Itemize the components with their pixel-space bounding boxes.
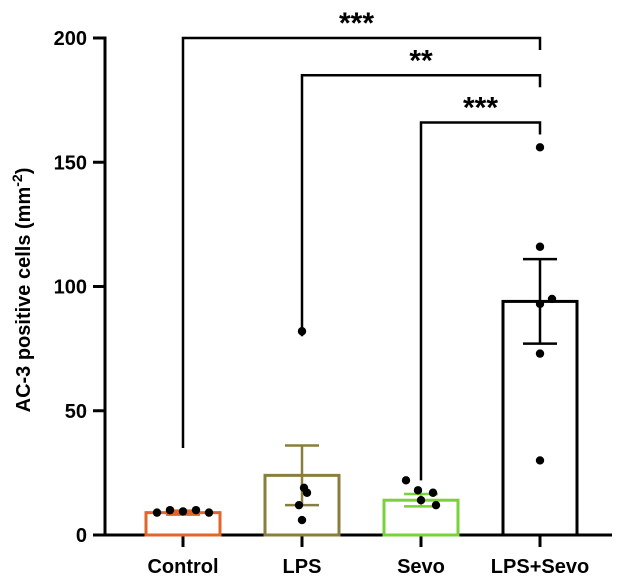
- x-tick-label: Sevo: [397, 556, 445, 578]
- data-point: [547, 294, 557, 304]
- data-point: [152, 508, 162, 517]
- bars-layer: [144, 299, 579, 537]
- data-points-layer: [152, 143, 557, 525]
- data-point: [535, 299, 545, 309]
- data-point: [535, 143, 545, 152]
- x-tick-label: Control: [147, 556, 218, 578]
- data-point: [401, 476, 411, 485]
- data-point: [413, 486, 423, 495]
- bar: [501, 299, 579, 537]
- y-tick-label: 200: [54, 28, 87, 50]
- data-point: [535, 242, 545, 251]
- y-tick-label: 0: [76, 525, 87, 547]
- data-point: [302, 488, 312, 497]
- y-axis-title-main: AC-3 positive cells (mm: [13, 187, 35, 413]
- data-point: [294, 500, 304, 510]
- data-point: [191, 505, 201, 515]
- data-point: [178, 507, 188, 516]
- y-tick-label: 100: [54, 277, 87, 299]
- y-axis-title-close: ): [13, 168, 35, 175]
- data-point: [431, 500, 441, 510]
- error-bars-layer: [166, 257, 557, 516]
- significance-bracket: [181, 36, 542, 449]
- data-point: [428, 488, 438, 497]
- data-point: [535, 456, 545, 465]
- data-point: [535, 349, 545, 358]
- significance-bracket: [419, 121, 542, 481]
- significance-layer: ********: [181, 7, 542, 481]
- data-point: [297, 515, 307, 525]
- x-axis: Control LPS Sevo LPS+Sevo: [105, 533, 612, 578]
- x-tick-label: LPS: [283, 556, 322, 578]
- y-tick-label: 150: [54, 152, 87, 174]
- y-axis: 0 50 100 150 200: [54, 28, 107, 547]
- y-axis-title-sup: -2: [9, 174, 25, 187]
- data-point: [165, 505, 175, 515]
- x-tick-label: LPS+Sevo: [491, 556, 589, 578]
- significance-bracket: [300, 74, 542, 337]
- significance-label: ***: [339, 7, 374, 40]
- y-tick-label: 50: [65, 401, 87, 423]
- data-point: [204, 508, 214, 517]
- data-point: [416, 496, 426, 505]
- significance-label: **: [409, 44, 433, 77]
- y-axis-title: AC-3 positive cells (mm-2): [9, 168, 35, 413]
- significance-label: ***: [463, 91, 498, 124]
